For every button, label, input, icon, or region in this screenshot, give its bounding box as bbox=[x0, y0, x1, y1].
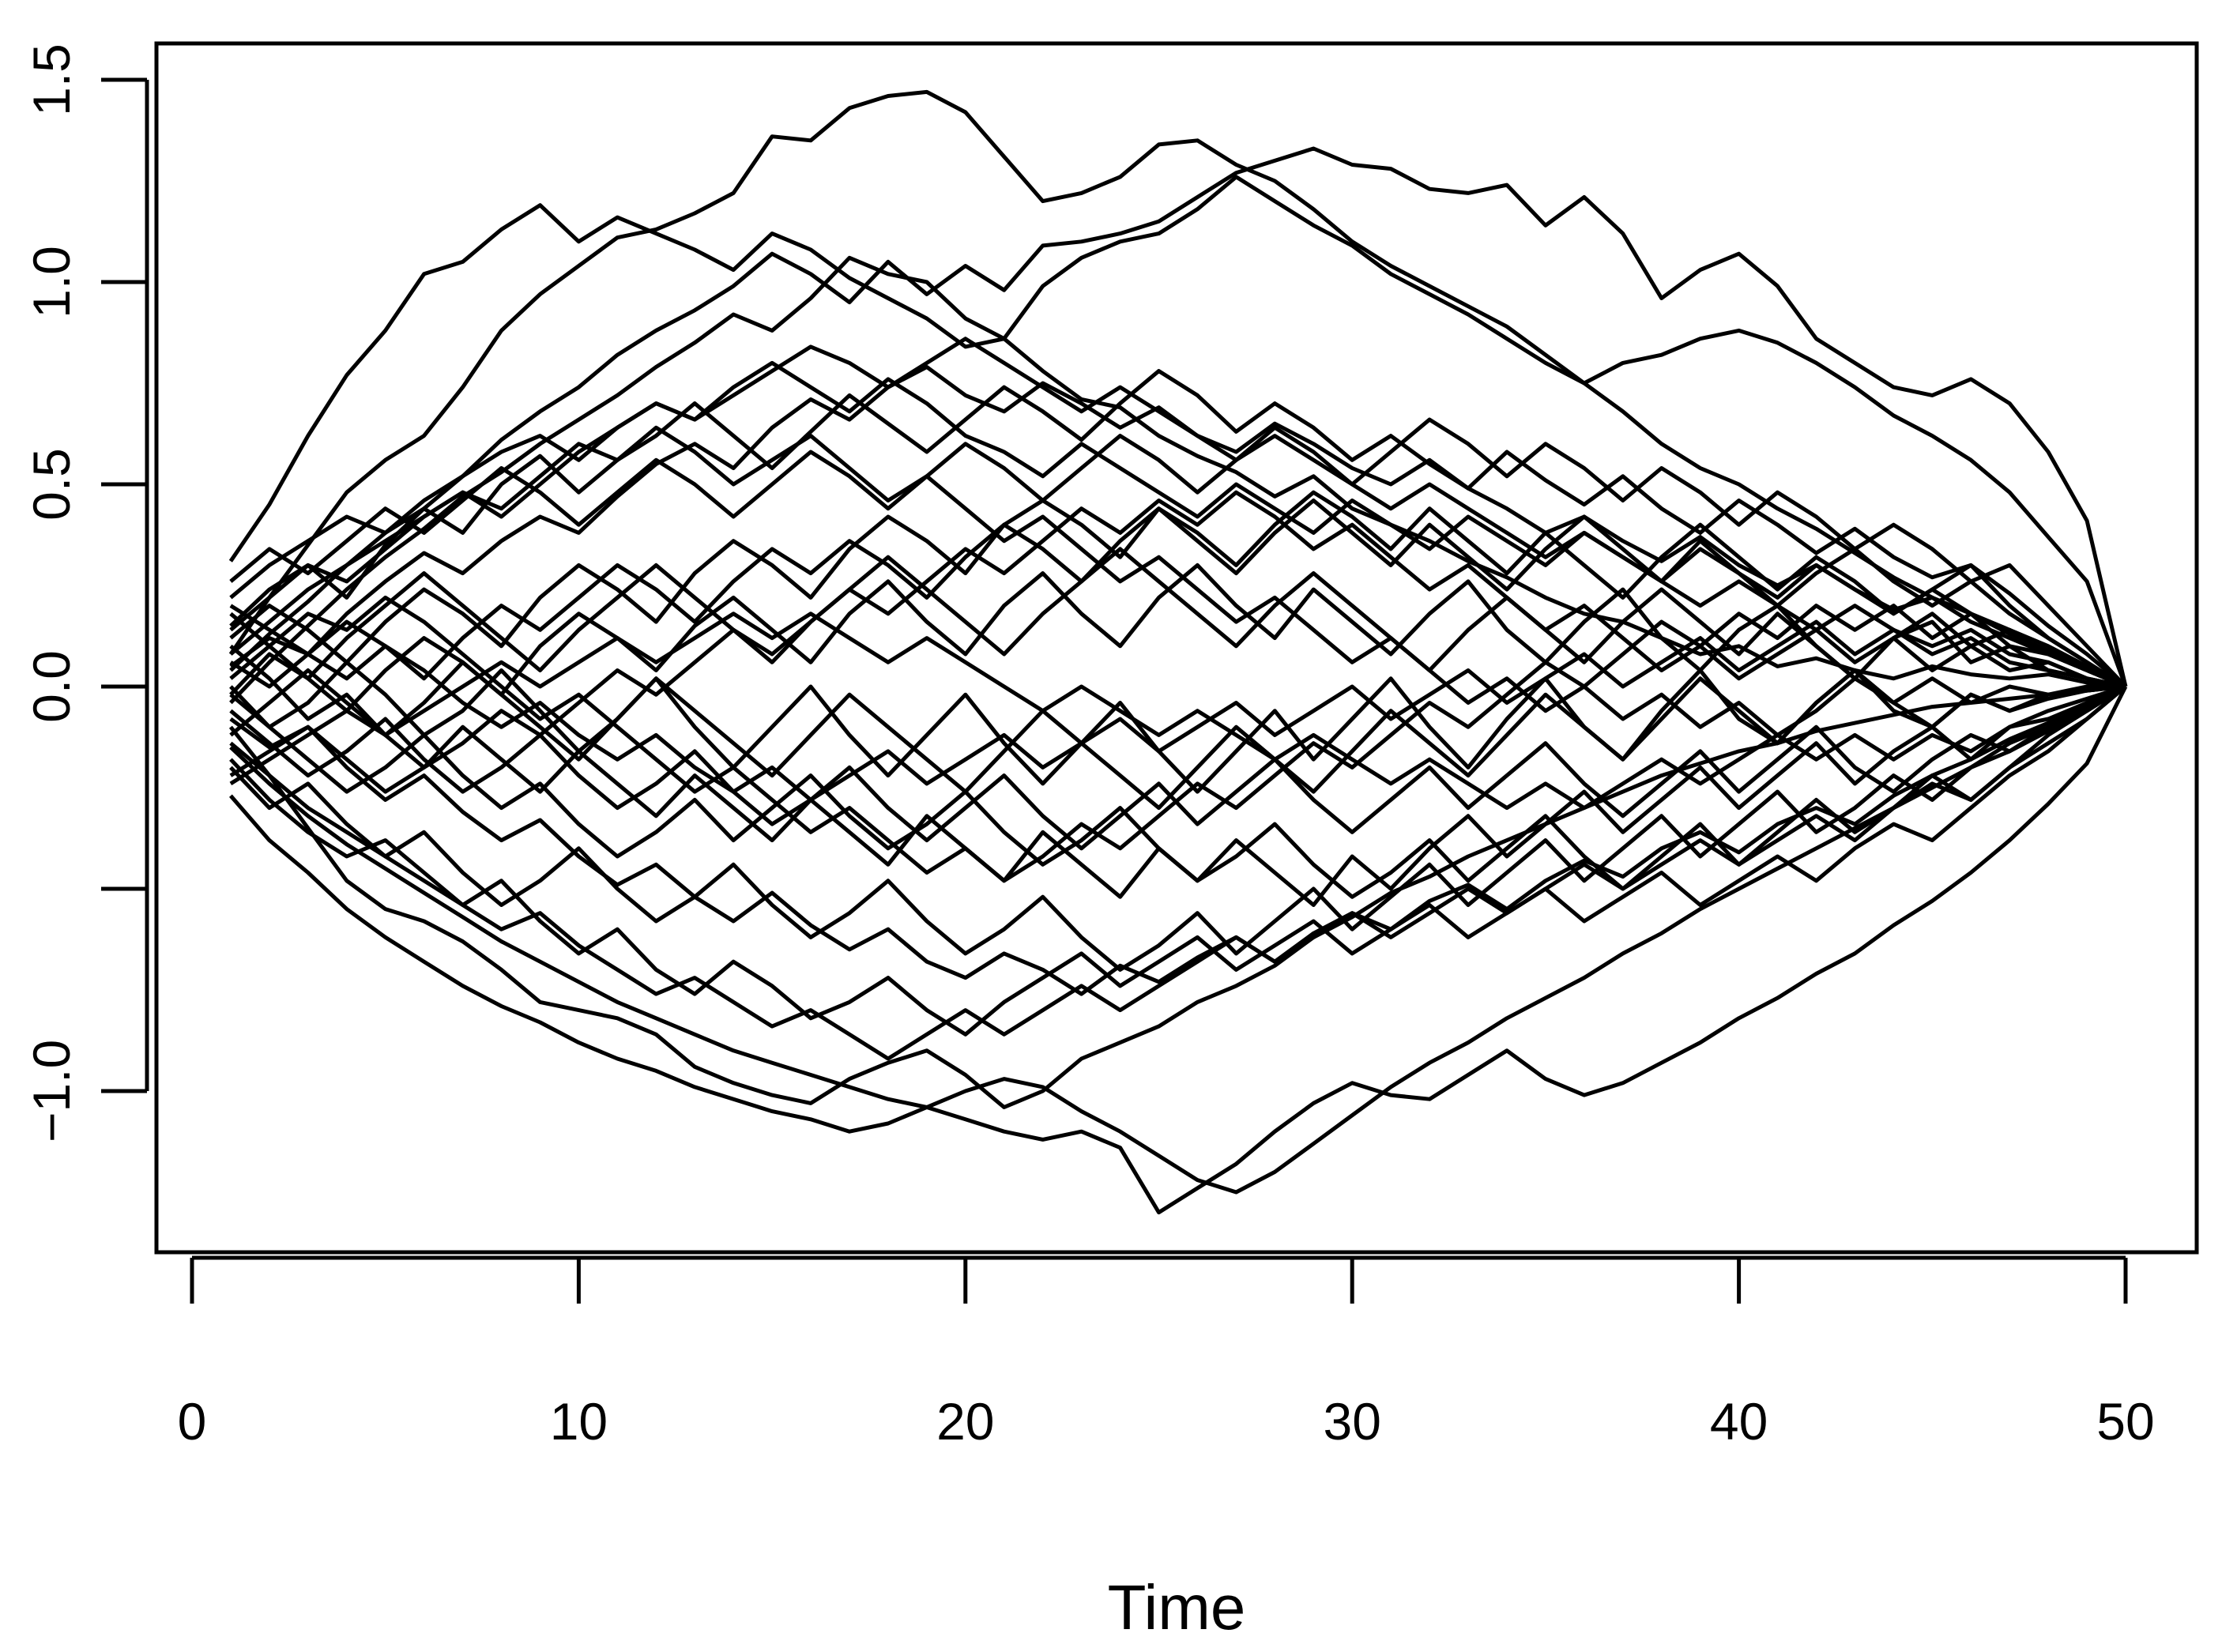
x-tick-label-50: 50 bbox=[2096, 1392, 2154, 1451]
series-line-7 bbox=[229, 685, 2128, 1215]
plot-frame bbox=[154, 41, 2199, 1255]
series-line-18 bbox=[229, 547, 2126, 689]
series-line-24 bbox=[229, 425, 2126, 737]
series-line-25 bbox=[229, 490, 2126, 794]
x-axis-title: Time bbox=[1108, 1572, 1246, 1643]
series-line-1 bbox=[228, 203, 2126, 689]
series-line-13 bbox=[229, 685, 2127, 1037]
x-tick-label-30: 30 bbox=[1323, 1392, 1380, 1451]
series-line-23 bbox=[229, 684, 2127, 899]
series-line-3 bbox=[229, 146, 2128, 687]
series-line-26 bbox=[229, 595, 2126, 883]
x-axis: 0 10 20 30 40 50 bbox=[178, 1255, 2155, 1451]
series-line-17 bbox=[229, 684, 2126, 851]
y-tick-label-0: 0.0 bbox=[22, 650, 81, 723]
series-line-10 bbox=[229, 369, 2127, 688]
series-line-19 bbox=[229, 660, 2126, 811]
series-line-4 bbox=[229, 175, 2128, 705]
series-line-28 bbox=[229, 685, 2127, 1061]
series-layer bbox=[228, 89, 2128, 1215]
series-line-14 bbox=[229, 360, 2127, 689]
series-line-29 bbox=[229, 604, 2126, 802]
x-tick-label-10: 10 bbox=[550, 1392, 608, 1451]
y-tick-label-1.5: 1.5 bbox=[22, 43, 81, 116]
series-line-9 bbox=[229, 684, 2127, 996]
series-line-22 bbox=[229, 490, 2127, 689]
y-tick-label--1: −1.0 bbox=[22, 1040, 81, 1142]
y-tick-label-0.5: 0.5 bbox=[22, 448, 81, 521]
series-line-6 bbox=[229, 684, 2127, 1195]
x-tick-label-20: 20 bbox=[936, 1392, 994, 1451]
x-tick-label-0: 0 bbox=[178, 1392, 207, 1451]
y-tick-label-1: 1.0 bbox=[22, 246, 81, 318]
series-line-30 bbox=[229, 612, 2126, 811]
y-axis: −1.0 0.0 0.5 1.0 1.5 bbox=[22, 43, 149, 1142]
series-line-2 bbox=[228, 89, 2127, 689]
series-line-20 bbox=[229, 417, 2127, 688]
series-line-21 bbox=[229, 684, 2127, 972]
series-line-16 bbox=[229, 499, 2127, 689]
x-tick-label-40: 40 bbox=[1710, 1392, 1768, 1451]
